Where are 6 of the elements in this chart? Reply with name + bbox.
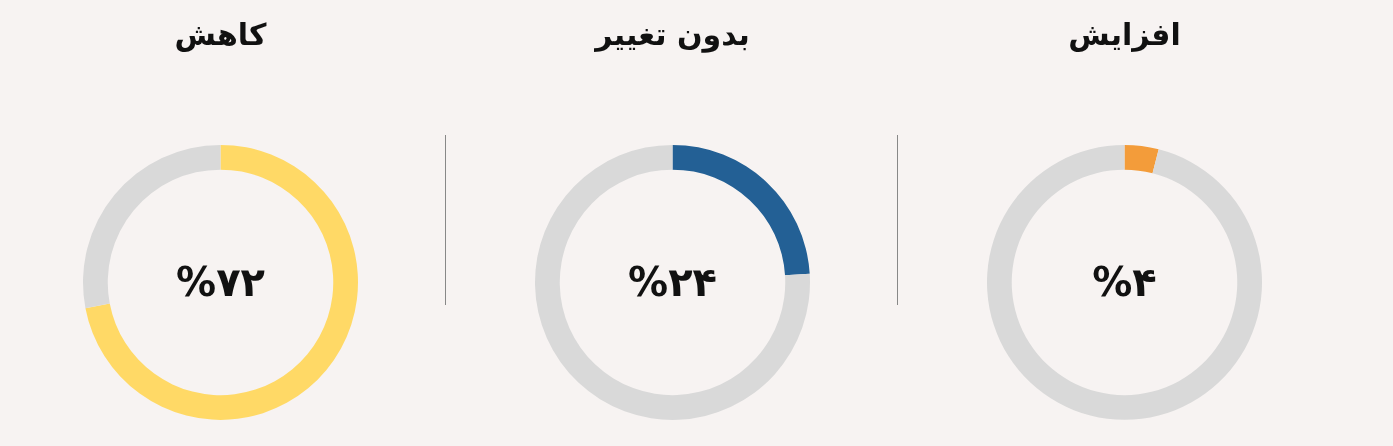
data-label: %۷۲ (176, 259, 265, 306)
data-label: %۲۴ (628, 259, 717, 306)
chart-title: بدون تغییر (593, 17, 750, 54)
chart-title: کاهش (174, 17, 268, 53)
chart-title: افزایش (1068, 17, 1181, 53)
data-label: %۴ (1092, 259, 1157, 306)
